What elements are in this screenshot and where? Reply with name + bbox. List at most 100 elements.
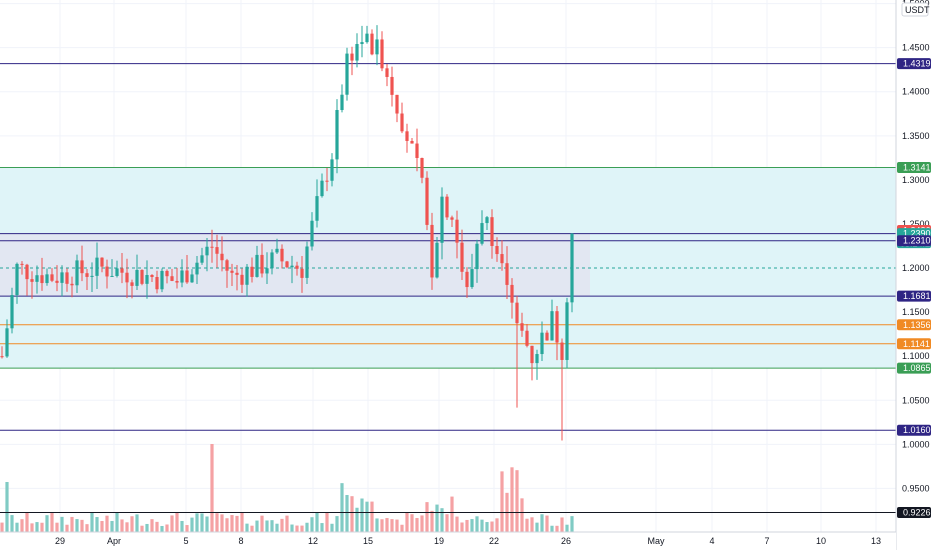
candle-body (405, 131, 409, 141)
volume-bar (555, 525, 559, 532)
candle-body (545, 332, 549, 341)
volume-bar (210, 444, 214, 532)
volume-bar (280, 518, 284, 532)
candle-body (280, 248, 284, 262)
y-tick-label: 1.4500 (902, 43, 930, 53)
volume-bar (265, 520, 269, 532)
volume-bar (110, 520, 114, 532)
volume-bar (340, 483, 344, 532)
volume-bar (85, 524, 89, 532)
candle-body (35, 275, 39, 282)
candle-body (0, 356, 4, 358)
x-tick-label: 26 (561, 536, 571, 546)
volume-bars (0, 444, 574, 532)
candle-body (95, 257, 99, 276)
volume-bar (330, 523, 334, 532)
candle-body (565, 302, 569, 360)
candle-body (15, 263, 19, 296)
candle-body (495, 245, 499, 255)
volume-bar (390, 519, 394, 532)
x-tick-label: 8 (238, 536, 243, 546)
time-axis[interactable]: 29 Apr 5 8 12 15 19 22 26 May 4 7 10 13 (0, 531, 896, 550)
candle-body (530, 345, 534, 364)
candle-body (400, 113, 404, 132)
volume-bar (70, 516, 74, 532)
volume-bar (520, 498, 524, 532)
volume-bar (105, 515, 109, 532)
volume-bar (90, 512, 94, 532)
candle-body (360, 42, 364, 45)
x-tick-label: Apr (107, 536, 121, 546)
candle-body (330, 159, 334, 181)
volume-bar (135, 514, 139, 532)
volume-bar (75, 519, 79, 532)
volume-bar (300, 525, 304, 532)
volume-bar (215, 513, 219, 532)
candle-body (315, 196, 319, 221)
candle-body (30, 279, 34, 282)
volume-bar (500, 471, 504, 532)
volume-bar (385, 518, 389, 532)
volume-bar (365, 501, 369, 532)
volume-bar (95, 517, 99, 532)
candle-body (410, 140, 414, 144)
volume-bar (510, 467, 514, 532)
y-tick-label: 1.3000 (902, 175, 930, 185)
candle-body (260, 254, 264, 274)
volume-bar (60, 516, 64, 532)
candle-body (475, 243, 479, 270)
volume-bar (425, 502, 429, 532)
candle-body (300, 268, 304, 278)
volume-bar (470, 519, 474, 532)
candle-body (480, 223, 484, 244)
candle-body (265, 268, 269, 274)
volume-bar (80, 519, 84, 532)
candle-body (380, 39, 384, 69)
volume-bar (15, 522, 19, 532)
currency-label[interactable]: USDT (905, 5, 930, 15)
candle-body (230, 270, 234, 273)
volume-bar (480, 519, 484, 532)
volume-bar (165, 524, 169, 532)
candle-body (275, 248, 279, 253)
price-badge (897, 58, 931, 70)
volume-bar (285, 515, 289, 532)
candle-body (445, 196, 449, 218)
x-tick-label: 10 (816, 536, 826, 546)
candle-body (175, 280, 179, 283)
volume-bar (240, 512, 244, 532)
volume-bar (155, 521, 159, 532)
volume-bar (395, 519, 399, 532)
candle-body (435, 242, 439, 278)
price-axis[interactable]: 0.9500 1.0000 1.0500 1.1000 1.1500 1.2000 1.25… (895, 0, 932, 550)
x-tick-label: 29 (55, 536, 65, 546)
candle-body (45, 274, 49, 284)
candle-body (190, 274, 194, 283)
candle-body (465, 271, 469, 288)
candle-body (535, 354, 539, 364)
candle-body (80, 260, 84, 274)
y-tick-label: 1.0000 (902, 439, 930, 449)
candle-body (195, 262, 199, 275)
y-tick-label: 1.1500 (902, 307, 930, 317)
volume-bar (150, 519, 154, 532)
candle-body (270, 252, 274, 269)
candle-body (165, 270, 169, 277)
candle-body (235, 272, 239, 275)
volume-bar (350, 496, 354, 532)
candle-body (350, 53, 354, 61)
candle-body (5, 328, 9, 357)
volume-bar (450, 496, 454, 532)
y-tick-label: 1.4000 (902, 87, 930, 97)
currency-box[interactable] (901, 2, 929, 17)
volume-bar (295, 525, 299, 532)
candle-body (370, 33, 374, 55)
volume-bar (5, 482, 9, 532)
volume-bar (145, 523, 149, 532)
horizontal-levels[interactable] (0, 63, 896, 514)
candle-body (310, 220, 314, 247)
volume-bar (540, 514, 544, 532)
candle-body (420, 157, 424, 178)
volume-bar (255, 520, 259, 532)
